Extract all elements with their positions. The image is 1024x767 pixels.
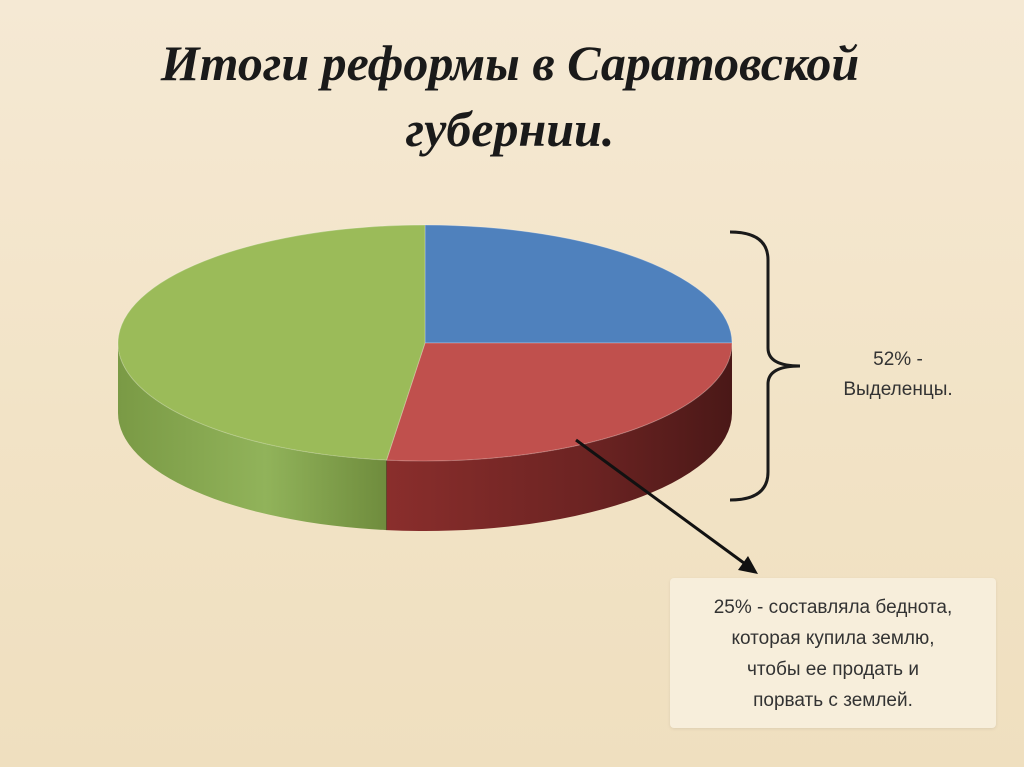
note-line: порвать с землей.: [753, 690, 913, 711]
note-box: 25% - составляла беднота, которая купила…: [670, 578, 996, 728]
note-line: которая купила землю,: [731, 628, 935, 649]
pie-slice-red-side: [386, 343, 732, 531]
title-line-2: губернии.: [405, 101, 615, 157]
note-line: 25% - составляла беднота,: [713, 597, 953, 618]
bracket-label-value: 52% -: [873, 349, 923, 370]
title-line-1: Итоги реформы в Саратовской: [160, 35, 860, 91]
bracket-label: 52% - Выделенцы.: [818, 345, 978, 405]
pie-slice-blue: [424, 224, 733, 344]
slide-title: Итоги реформы в Саратовской губернии.: [60, 30, 960, 162]
pie-slice-red: [385, 342, 733, 462]
bracket-label-text: Выделенцы.: [843, 379, 953, 400]
pointer-arrow-head: [738, 556, 758, 574]
pointer-arrow-line: [575, 438, 749, 568]
bracket: [729, 230, 801, 502]
pie-slice-green: [117, 224, 426, 461]
note-line: чтобы ее продать и: [747, 659, 919, 680]
pie-slice-green-side: [118, 343, 387, 531]
